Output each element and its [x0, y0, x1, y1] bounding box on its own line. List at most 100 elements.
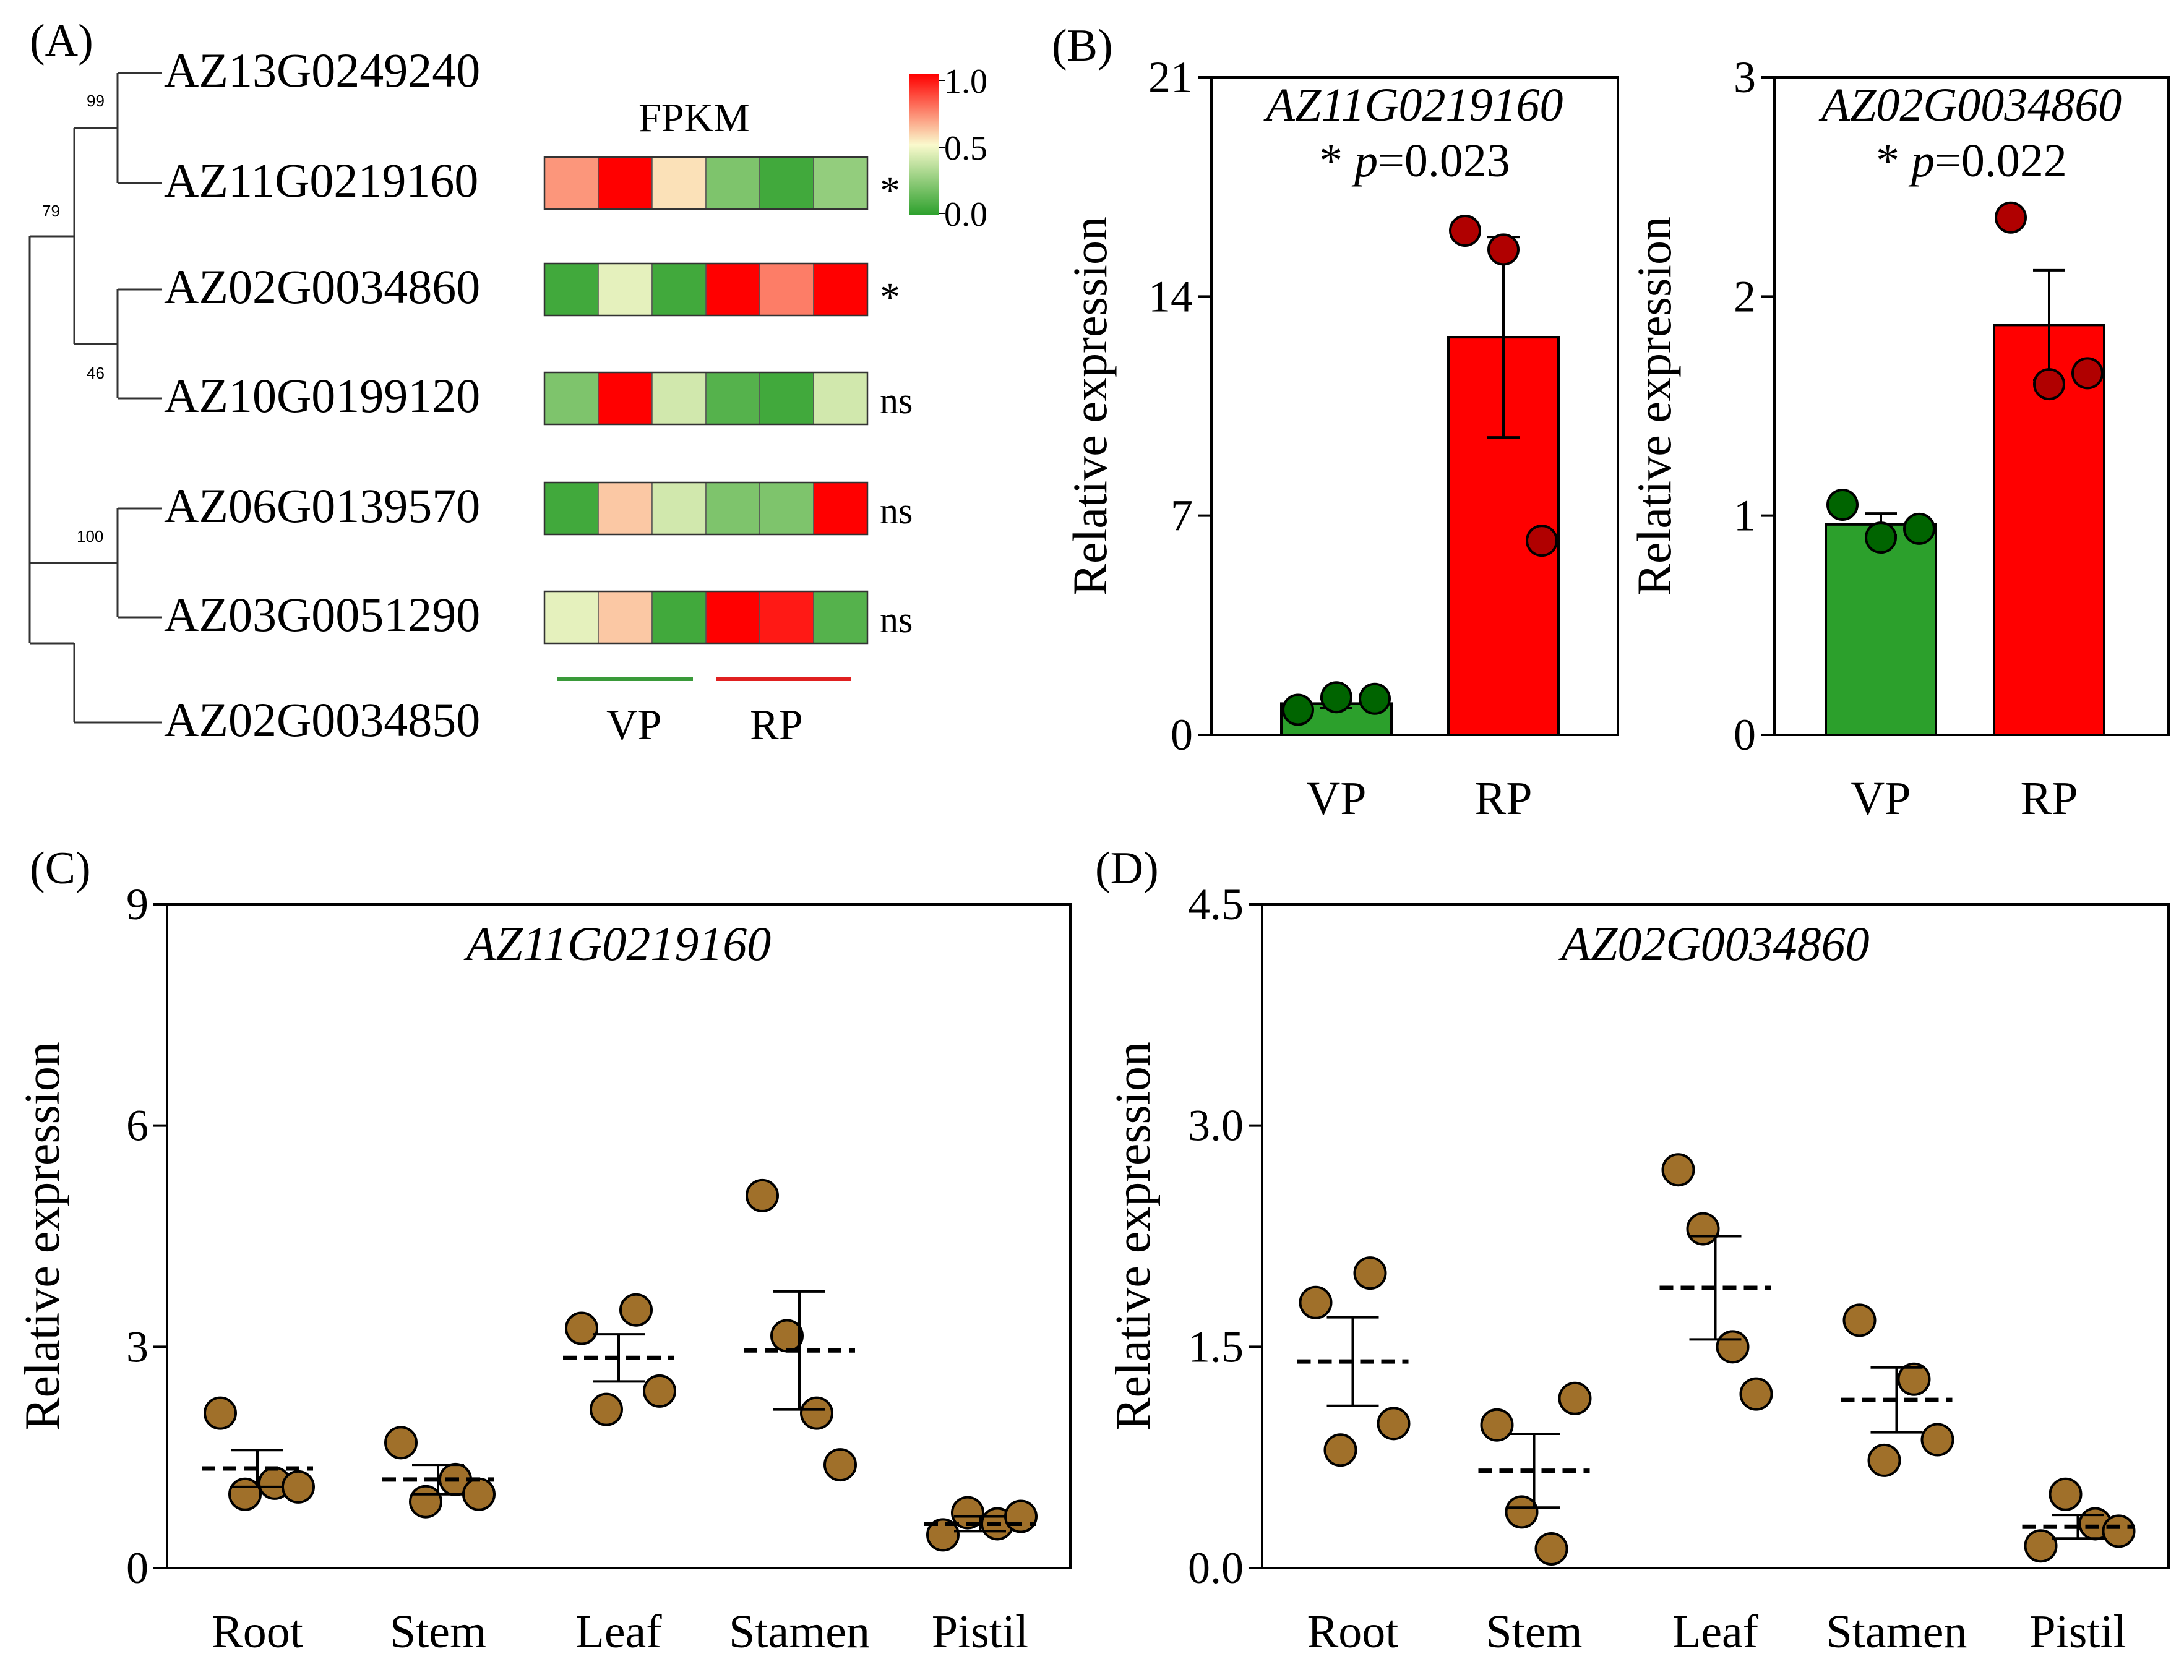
significance-label: ns [880, 380, 913, 421]
data-point [772, 1320, 802, 1351]
heatmap-cell [760, 372, 814, 424]
data-point [410, 1486, 441, 1517]
data-point [2034, 369, 2064, 399]
data-point [1378, 1408, 1409, 1439]
bootstrap-label: 46 [87, 364, 105, 382]
panel-b-chart-2: 0123Relative expressionAZ02G0034860* p=0… [1627, 53, 2169, 825]
heatmap-cell [652, 372, 706, 424]
heatmap-cell [760, 157, 814, 209]
bootstrap-label: 100 [77, 527, 103, 546]
heatmap-cell [706, 591, 760, 643]
data-point [205, 1398, 236, 1429]
x-tick-label: VP [1851, 773, 1911, 825]
heatmap-cell [760, 591, 814, 643]
panel-d-chart: 0.01.53.04.5Relative expressionAZ02G0034… [1106, 880, 2169, 1658]
data-point [2026, 1530, 2057, 1561]
data-point [1741, 1379, 1772, 1410]
x-tick-label: Stamen [1826, 1606, 1967, 1658]
y-axis-label: Relative expression [1106, 1042, 1161, 1431]
data-point [825, 1449, 856, 1480]
heatmap-cell [760, 264, 814, 315]
y-tick-label: 3 [126, 1322, 148, 1371]
data-point [1996, 203, 2026, 233]
p-value-label: * p=0.023 [1319, 135, 1510, 187]
y-axis-label: Relative expression [1627, 216, 1681, 596]
data-point [1663, 1154, 1694, 1185]
data-point [2104, 1515, 2135, 1546]
sig-star: * [1876, 135, 1911, 187]
chart-title: AZ02G0034860 [1558, 917, 1869, 971]
heatmap-cell [598, 372, 652, 424]
y-tick-label: 0 [126, 1543, 148, 1593]
heatmap-cell [598, 482, 652, 534]
p-symbol: p [1908, 135, 1935, 187]
x-tick-label: RP [2021, 773, 2078, 825]
heatmap-cell [814, 482, 867, 534]
data-point [2073, 358, 2102, 388]
y-tick-label: 7 [1171, 491, 1193, 541]
p-value: =0.022 [1935, 135, 2067, 187]
heatmap-cell [544, 482, 598, 534]
gene-label: AZ03G0051290 [164, 588, 480, 641]
panel-label-a: (A) [30, 15, 93, 66]
heatmap-cell [544, 372, 598, 424]
x-tick-label: Root [1307, 1606, 1399, 1658]
group-label-rp: RP [750, 701, 803, 749]
y-axis-label: Relative expression [15, 1042, 70, 1431]
data-point [1005, 1501, 1036, 1532]
heatmap-cell [706, 264, 760, 315]
data-point [1360, 684, 1390, 714]
heatmap-cell [814, 372, 867, 424]
data-point [621, 1295, 651, 1326]
heatmap-cell [544, 264, 598, 315]
data-point [1560, 1383, 1591, 1414]
data-point [283, 1472, 314, 1502]
data-point [1527, 526, 1557, 555]
heatmap-cell [544, 157, 598, 209]
figure: (A) (B) (C) (D) 997946100AZ13G0249240AZ1… [0, 0, 2184, 1680]
x-tick-label: RP [1475, 773, 1533, 825]
heatmap-cell [652, 157, 706, 209]
panel-label-c: (C) [30, 843, 91, 894]
bootstrap-label: 99 [87, 92, 105, 110]
heatmap-cell [598, 591, 652, 643]
chart-title: AZ02G0034860 [1818, 79, 2122, 131]
gene-label: AZ02G0034850 [164, 693, 480, 747]
data-point [1507, 1496, 1537, 1527]
heatmap-cell [652, 264, 706, 315]
y-tick-label: 3 [1734, 53, 1756, 102]
data-point [1489, 234, 1518, 264]
x-tick-label: Root [212, 1606, 303, 1658]
data-point [1904, 514, 1934, 544]
sig-star: * [1319, 135, 1354, 187]
panel-a-heatmap: 997946100AZ13G0249240AZ11G0219160AZ02G00… [30, 43, 987, 749]
colorbar-tick-label: 0.5 [944, 129, 987, 168]
data-point [1450, 216, 1480, 246]
heatmap-cell [706, 482, 760, 534]
gene-label: AZ06G0139570 [164, 479, 480, 533]
data-point [1301, 1287, 1331, 1318]
group-label-vp: VP [606, 701, 661, 749]
data-point [1325, 1434, 1356, 1465]
x-tick-label: Pistil [2029, 1606, 2126, 1658]
significance-label: ns [880, 491, 913, 531]
data-point [1828, 490, 1857, 520]
heatmap-cell [706, 157, 760, 209]
y-tick-label: 1.5 [1188, 1322, 1244, 1371]
heatmap-cell [814, 157, 867, 209]
data-point [591, 1394, 622, 1425]
heatmap-cell [814, 591, 867, 643]
data-point [1844, 1305, 1875, 1335]
x-tick-label: Stem [1485, 1606, 1582, 1658]
panel-label-b: (B) [1052, 20, 1113, 71]
colorbar-tick-label: 0.0 [944, 195, 987, 234]
significance-label: * [880, 168, 900, 213]
data-point [1482, 1410, 1513, 1441]
data-point [801, 1398, 832, 1429]
plot-frame [167, 904, 1070, 1568]
data-point [2050, 1479, 2081, 1510]
heatmap-cell [598, 264, 652, 315]
data-point [385, 1427, 416, 1458]
heatmap-cell [760, 482, 814, 534]
gene-label: AZ11G0219160 [164, 153, 478, 207]
